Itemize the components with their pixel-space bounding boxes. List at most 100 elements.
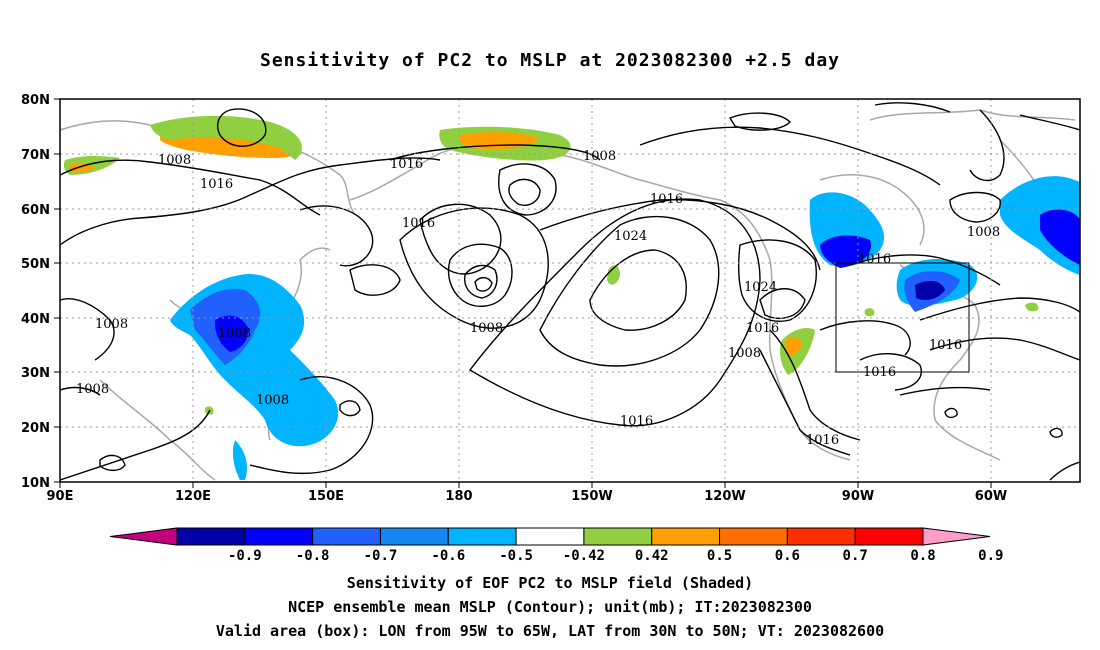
contour-label: 1016	[200, 177, 233, 192]
contour-label: 1016	[650, 192, 683, 207]
lat-tick-label: 20N	[21, 421, 50, 436]
contour-label: 1008	[583, 149, 616, 164]
lat-tick-label: 30N	[21, 366, 50, 381]
contour-line	[60, 386, 101, 396]
contour-line	[589, 249, 687, 331]
colorbar-label: -0.8	[296, 548, 330, 564]
contour-line	[249, 376, 374, 475]
lon-tick-label: 90W	[842, 489, 874, 504]
contour-label: 1016	[929, 338, 962, 353]
contour-line	[969, 109, 1005, 182]
contour-label: 1024	[614, 229, 647, 244]
shade-green-pacific	[607, 265, 620, 285]
grid-lines	[60, 99, 1080, 482]
colorbar: -0.9 -0.8 -0.7 -0.6 -0.5 -0.42 0.42 0.5 0.6 0.7 0.…	[109, 527, 1003, 564]
caption-contour: NCEP ensemble mean MSLP (Contour); unit(…	[288, 598, 812, 616]
lat-tick-label: 40N	[21, 312, 50, 327]
lat-tick-label: 10N	[21, 476, 50, 491]
contour-line	[474, 276, 493, 292]
colorbar-label: 0.6	[775, 548, 800, 564]
contour-line	[99, 454, 126, 472]
contour-label: 1016	[858, 252, 891, 267]
valid-area-box	[835, 262, 970, 373]
sensitivity-shading	[63, 115, 1080, 480]
contour-line	[60, 159, 321, 216]
colorbar-swatch	[379, 527, 449, 546]
contour-line	[463, 264, 498, 299]
page-title: Sensitivity of PC2 to MSLP at 2023082300…	[259, 50, 840, 71]
colorbar-label: 0.9	[978, 548, 1003, 564]
contour-line	[639, 126, 941, 186]
contour-label: 1008	[256, 393, 289, 408]
lat-tick-label: 70N	[21, 148, 50, 163]
contour-label: 1008	[76, 382, 109, 397]
colorbar-swatch	[719, 527, 788, 546]
colorbar-label: -0.42	[563, 548, 605, 564]
lon-tick-label: 180	[445, 489, 472, 504]
contour-line	[1049, 427, 1063, 438]
lon-tick-label: 120E	[175, 489, 211, 504]
contour-line	[468, 198, 761, 427]
contour-label: 1016	[746, 321, 779, 336]
colorbar-label: -0.7	[364, 548, 398, 564]
colorbar-swatch	[515, 527, 585, 546]
lon-tick-label: 120W	[704, 489, 745, 504]
colorbar-label: 0.5	[707, 548, 732, 564]
colorbar-swatch	[854, 527, 924, 546]
coastline-north-america-west	[768, 259, 851, 461]
contour-line	[539, 198, 821, 271]
latitude-axis: 80N 70N 60N 50N 40N 30N 20N 10N	[21, 93, 60, 491]
colorbar-swatch	[176, 527, 246, 546]
contour-line	[769, 329, 861, 441]
contour-line	[419, 203, 502, 275]
contour-line	[944, 407, 958, 419]
contour-label: 1008	[158, 153, 191, 168]
contour-line	[498, 163, 557, 216]
contour-line	[859, 352, 922, 391]
contour-line	[299, 205, 374, 267]
contour-line	[759, 288, 806, 319]
shade-orange-mexico	[785, 337, 802, 356]
shade-navy-east-asia	[214, 315, 249, 352]
contour-line	[217, 108, 267, 147]
longitude-axis: 90E 120E 150E 180 150W 120W 90W 60W	[47, 482, 1007, 504]
contour-label: 1008	[95, 317, 128, 332]
colorbar-swatch	[312, 527, 381, 546]
colorbar-label: 0.42	[635, 548, 669, 564]
shade-navy-great-lakes	[915, 280, 945, 300]
lon-tick-label: 90E	[47, 489, 74, 504]
colorbar-arrow-high	[922, 527, 991, 546]
contour-line	[819, 320, 911, 356]
contour-line	[728, 112, 791, 131]
contour-line	[389, 144, 601, 161]
contour-line	[1049, 461, 1080, 481]
colorbar-swatch	[651, 527, 721, 546]
coastline-alaska	[559, 154, 771, 261]
contour-line	[339, 400, 361, 417]
contour-label: 1016	[390, 157, 423, 172]
colorbar-swatch	[583, 527, 653, 546]
shade-blue-east-asia-south	[232, 440, 247, 480]
colorbar-label: 0.8	[910, 548, 935, 564]
contour-label: 1008	[470, 321, 503, 336]
lat-tick-label: 80N	[21, 93, 50, 108]
colorbar-label: 0.7	[843, 548, 868, 564]
colorbar-label: -0.6	[431, 548, 465, 564]
contour-line	[874, 102, 951, 113]
mslp-contours	[60, 102, 1080, 481]
lat-tick-label: 50N	[21, 257, 50, 272]
contour-label: 1024	[744, 280, 777, 295]
contour-line	[759, 349, 851, 456]
contour-line	[919, 297, 1080, 321]
contour-line	[399, 207, 549, 329]
contour-label: 1016	[402, 216, 435, 231]
contour-line	[1019, 114, 1080, 131]
lon-tick-label: 150W	[571, 489, 612, 504]
map-frame	[59, 98, 1081, 483]
colorbar-label: -0.9	[228, 548, 262, 564]
contour-line	[508, 178, 541, 206]
contour-label: 1008	[967, 225, 1000, 240]
contour-line	[949, 191, 1001, 223]
contour-line	[929, 337, 1080, 361]
